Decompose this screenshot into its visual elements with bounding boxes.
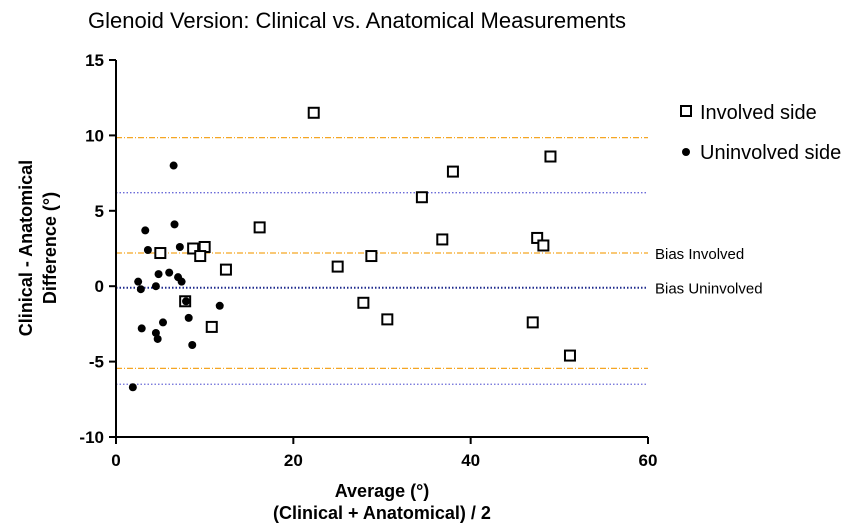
- bias-involved-label: Bias Involved: [655, 246, 744, 263]
- uninvolved-point: [134, 277, 143, 286]
- involved-point: [253, 221, 266, 234]
- uninvolved-point: [136, 285, 145, 294]
- uninvolved-point: [158, 318, 167, 327]
- involved-point: [436, 233, 449, 246]
- legend-label-uninvolved: Uninvolved side: [700, 142, 841, 164]
- series-involved-side: [154, 106, 576, 362]
- involved-point: [537, 239, 550, 252]
- y-tick-label: -10: [79, 428, 104, 447]
- chart-title: Glenoid Version: Clinical vs. Anatomical…: [88, 8, 626, 33]
- bias-uninvolved-label: Bias Uninvolved: [655, 281, 763, 298]
- legend: Involved side Uninvolved side: [680, 102, 841, 164]
- y-tick-label: -5: [89, 353, 104, 372]
- y-tick-label: 15: [85, 51, 104, 70]
- involved-point: [365, 250, 378, 263]
- involved-point: [187, 242, 200, 255]
- involved-point: [205, 320, 218, 333]
- y-axis-label-group: Clinical - Anatomical: [16, 160, 36, 336]
- involved-point: [154, 247, 167, 260]
- involved-point: [531, 231, 544, 244]
- involved-point: [357, 296, 370, 309]
- y-tick-label: 0: [95, 277, 104, 296]
- uninvolved-point: [170, 220, 179, 229]
- involved-point: [415, 191, 428, 204]
- uninvolved-point: [151, 282, 160, 291]
- involved-point: [563, 349, 576, 362]
- uninvolved-point: [153, 334, 162, 343]
- y-tick-label: 5: [95, 202, 104, 221]
- y-axis: 15 10 5 0 -5 -10: [79, 51, 117, 447]
- y-ticks: 15 10 5 0 -5 -10: [79, 51, 116, 447]
- uninvolved-point: [143, 246, 152, 255]
- uninvolved-point: [165, 268, 174, 277]
- involved-point: [544, 150, 557, 163]
- reference-labels: Bias Involved Bias Uninvolved: [655, 246, 763, 298]
- uninvolved-point: [215, 301, 224, 310]
- uninvolved-point: [141, 226, 150, 235]
- uninvolved-point: [184, 313, 193, 322]
- uninvolved-point: [154, 270, 163, 279]
- uninvolved-point: [177, 277, 186, 286]
- involved-point: [194, 250, 207, 263]
- x-axis-sublabel: (Clinical + Anatomical) / 2: [273, 503, 491, 523]
- involved-point: [307, 106, 320, 119]
- legend-circle-marker: [682, 148, 690, 156]
- x-tick-label: 40: [461, 451, 480, 470]
- involved-point: [526, 316, 539, 329]
- x-tick-label: 0: [111, 451, 120, 470]
- uninvolved-point: [169, 161, 178, 170]
- x-tick-label: 60: [639, 451, 658, 470]
- involved-point: [446, 165, 459, 178]
- y-axis-sublabel: Difference (°): [40, 192, 60, 304]
- uninvolved-point: [128, 383, 137, 392]
- involved-point: [219, 263, 232, 276]
- involved-point: [381, 313, 394, 326]
- y-tick-label: 10: [85, 126, 104, 145]
- uninvolved-point: [175, 242, 184, 251]
- x-axis: 0 20 40 60: [111, 436, 657, 470]
- uninvolved-point: [188, 341, 197, 350]
- series-uninvolved-side: [128, 161, 224, 392]
- x-tick-label: 20: [284, 451, 303, 470]
- uninvolved-point: [137, 324, 146, 333]
- y-axis-sublabel-group: Difference (°): [40, 192, 60, 304]
- uninvolved-point: [182, 297, 191, 306]
- y-axis-label: Clinical - Anatomical: [16, 160, 36, 336]
- x-ticks: 0 20 40 60: [111, 437, 657, 470]
- uninvolved-point: [151, 328, 160, 337]
- legend-square-marker: [680, 105, 692, 117]
- involved-point: [331, 260, 344, 273]
- legend-label-involved: Involved side: [700, 102, 817, 124]
- x-axis-label: Average (°): [335, 481, 430, 501]
